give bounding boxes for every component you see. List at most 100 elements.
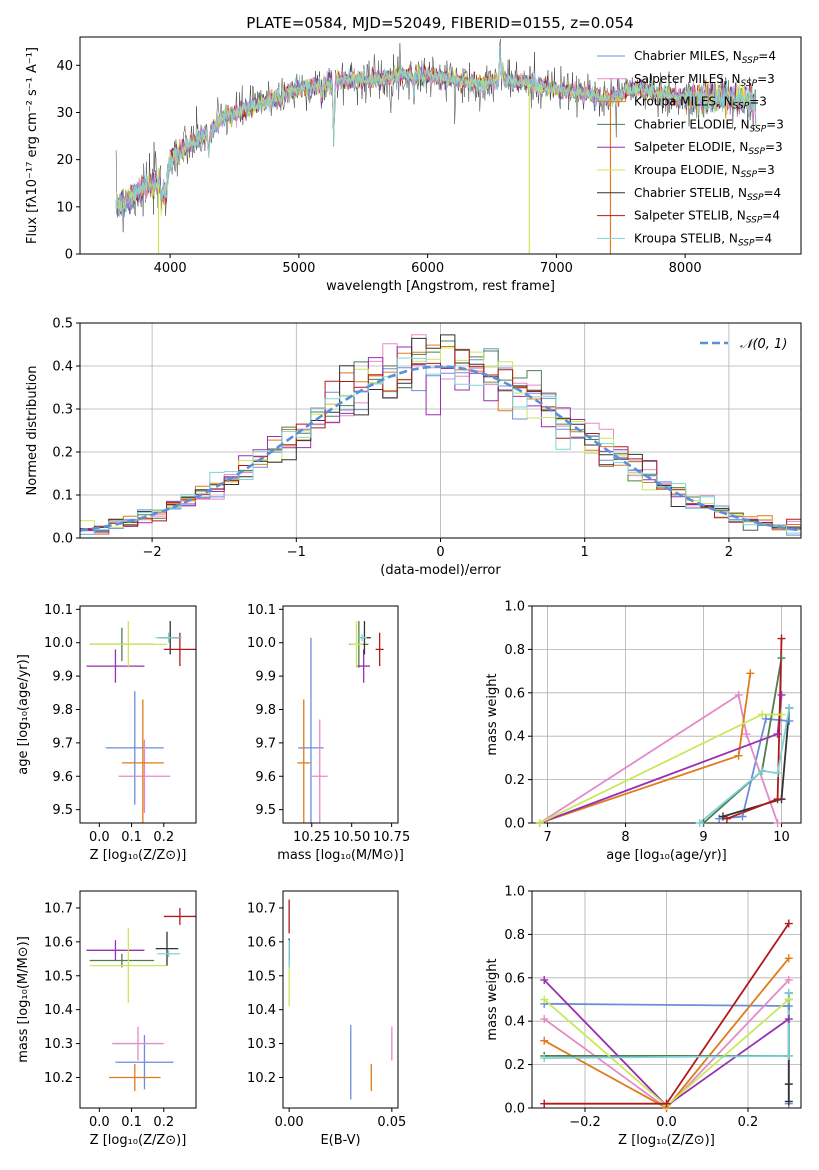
series-marker-kroupa_stelib: [695, 819, 704, 827]
y-tick-label: 10.2: [247, 1071, 276, 1086]
series-marker-salpeter_stelib: [777, 634, 786, 643]
y-tick-label: 10.3: [44, 1037, 73, 1052]
x-tick-label: 4000: [154, 261, 187, 276]
y-tick-label: 0: [65, 248, 73, 263]
series-marker-kroupa_elodie: [777, 710, 786, 719]
plot-area-age-vs-Z: [86, 621, 196, 823]
series-marker-salpeter_miles: [784, 975, 793, 984]
y-tick-label: 0.2: [504, 773, 525, 788]
y-tick-label: 30: [56, 106, 73, 121]
x-tick-label: 2: [725, 545, 733, 560]
axes-frame: [282, 890, 399, 1109]
panel-age-vs-Z: 0.0 0.1 0.2 9.5 9.6 9.7 9.8 9.9 10.0 10.1 Z [log₁₀…: [16, 603, 197, 863]
series-marker-salpeter_miles: [773, 819, 782, 827]
series-marker-kroupa_miles: [540, 1036, 549, 1045]
legend-entry: Kroupa STELIB, NSSP=4: [634, 231, 772, 248]
x-axis-label: (data-model)/error: [380, 563, 501, 578]
legend-normal-label: 𝒩(0, 1): [740, 337, 787, 352]
axes-frame: [79, 890, 197, 1109]
series-line-salpeter_miles: [543, 979, 790, 1108]
series-marker-kroupa_stelib: [773, 769, 782, 778]
x-tick-label: 0: [436, 545, 444, 560]
x-tick-label: 0.0: [89, 1115, 110, 1130]
y-tick-label: 40: [56, 59, 73, 74]
hist-kroupa_stelib: [80, 357, 801, 535]
series-marker-kroupa_elodie: [758, 710, 767, 719]
y-tick-label: 10.7: [247, 901, 276, 916]
x-axis-label: Z [log₁₀(Z/Z⊙)]: [618, 1133, 715, 1148]
series-marker-kroupa_elodie: [535, 819, 544, 827]
axes-frame: [282, 605, 399, 824]
x-tick-label: 0.2: [153, 1115, 174, 1130]
series-marker-kroupa_stelib: [784, 988, 793, 997]
panel-mass-vs-Z: 0.0 0.1 0.2 10.2 10.3 10.4 10.5 10.6 10.7 Z [log₁…: [16, 890, 197, 1148]
spectrum-kroupa_stelib: [115, 45, 757, 218]
hist-salpeter_elodie: [80, 346, 801, 533]
y-tick-label: 10.1: [44, 603, 73, 618]
series-marker-salpeter_stelib: [662, 1099, 671, 1108]
x-tick-label: 0.05: [377, 1115, 406, 1130]
axes-frame: [79, 605, 197, 824]
y-tick-label: 0.8: [504, 928, 525, 943]
y-tick-label: 0.0: [504, 1102, 525, 1117]
series-line-salpeter_miles: [539, 693, 779, 823]
series-marker-chabrier_elodie: [777, 654, 786, 663]
y-tick-label: 9.6: [255, 770, 276, 785]
x-tick-label: −1: [287, 545, 306, 560]
plot-area-residuals: [80, 334, 801, 536]
y-tick-label: 10.7: [44, 901, 73, 916]
x-axis-label: mass [log₁₀(M/M⊙)]: [277, 848, 404, 863]
y-tick-label: 9.9: [255, 670, 276, 685]
x-axis-label: age [log₁₀(age/yr)]: [606, 848, 727, 863]
x-axis-label: Z [log₁₀(Z/Z⊙)]: [90, 1133, 187, 1148]
x-tick-label: 10.50: [333, 830, 370, 845]
y-axis-label: age [log₁₀(age/yr)]: [16, 654, 31, 775]
legend-entry: Chabrier MILES, NSSP=4: [634, 49, 776, 66]
legend-entry: Chabrier STELIB, NSSP=4: [634, 186, 781, 203]
axes-frame: [79, 36, 802, 255]
y-tick-label: 10.0: [247, 636, 276, 651]
x-tick-label: 7000: [540, 261, 573, 276]
y-tick-label: 10.4: [44, 1003, 73, 1018]
y-tick-label: 9.6: [52, 770, 73, 785]
y-tick-label: 0.2: [504, 1058, 525, 1073]
series-marker-kroupa_stelib: [784, 1051, 793, 1060]
x-axis-label: Z [log₁₀(Z/Z⊙)]: [90, 848, 187, 863]
x-tick-label: −0.2: [569, 1115, 601, 1130]
y-tick-label: 10.3: [247, 1037, 276, 1052]
axes-frame: [531, 605, 802, 824]
panel-mass-weight-vs-age: 7 8 9 10 0.0 0.2 0.4 0.6 0.8 1.0 age [log₁₀(age/yr…: [485, 600, 802, 863]
y-tick-label: 0.3: [52, 403, 73, 418]
legend-entry: Kroupa ELODIE, NSSP=3: [634, 163, 775, 180]
x-tick-label: 8000: [669, 261, 702, 276]
series-line-kroupa_miles: [543, 957, 790, 1108]
series-marker-salpeter_stelib: [540, 1099, 549, 1108]
series-marker-chabrier_miles: [761, 714, 770, 723]
y-tick-label: 10.4: [247, 1003, 276, 1018]
series-marker-kroupa_stelib: [540, 1054, 549, 1063]
series-marker-chabrier_stelib: [784, 1097, 793, 1106]
series-marker-salpeter_elodie: [773, 730, 782, 739]
x-tick-label: 0.1: [121, 1115, 142, 1130]
series-line-kroupa_miles: [539, 673, 752, 823]
hist-chabrier_stelib: [80, 334, 801, 530]
x-tick-label: 0.1: [121, 830, 142, 845]
series-marker-salpeter_stelib: [773, 795, 782, 804]
y-tick-label: 20: [56, 153, 73, 168]
y-tick-label: 0.2: [52, 446, 73, 461]
plot-area-mass-vs-ebv: [288, 899, 393, 1100]
legend-entry: Chabrier ELODIE, NSSP=3: [634, 117, 784, 134]
series-marker-chabrier_stelib: [784, 1080, 793, 1089]
y-tick-label: 10.6: [247, 935, 276, 950]
y-tick-label: 0.6: [504, 971, 525, 986]
y-tick-label: 9.5: [255, 803, 276, 818]
x-tick-label: 8: [621, 830, 629, 845]
y-tick-label: 9.7: [255, 736, 276, 751]
x-tick-label: 7: [543, 830, 551, 845]
y-tick-label: 9.7: [52, 736, 73, 751]
series-marker-salpeter_elodie: [777, 690, 786, 699]
x-tick-label: 0.2: [153, 830, 174, 845]
y-tick-label: 0.1: [52, 489, 73, 504]
y-tick-label: 0.4: [52, 360, 73, 375]
